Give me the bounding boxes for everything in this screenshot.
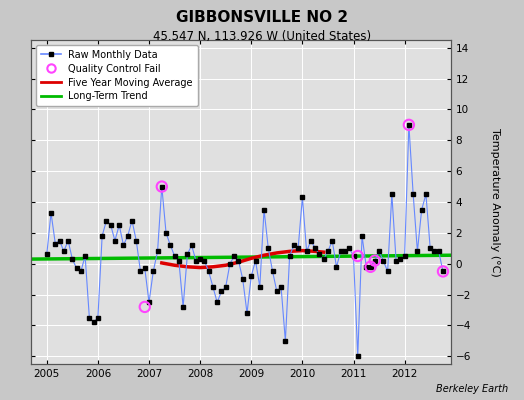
- Point: [158, 183, 166, 190]
- Text: Berkeley Earth: Berkeley Earth: [436, 384, 508, 394]
- Legend: Raw Monthly Data, Quality Control Fail, Five Year Moving Average, Long-Term Tren: Raw Monthly Data, Quality Control Fail, …: [36, 45, 198, 106]
- Point: [140, 304, 149, 310]
- Text: 45.547 N, 113.926 W (United States): 45.547 N, 113.926 W (United States): [153, 30, 371, 43]
- Point: [366, 264, 375, 270]
- Text: GIBBONSVILLE NO 2: GIBBONSVILLE NO 2: [176, 10, 348, 25]
- Point: [439, 268, 447, 275]
- Point: [370, 258, 379, 264]
- Point: [354, 253, 362, 259]
- Y-axis label: Temperature Anomaly (°C): Temperature Anomaly (°C): [490, 128, 500, 276]
- Point: [405, 122, 413, 128]
